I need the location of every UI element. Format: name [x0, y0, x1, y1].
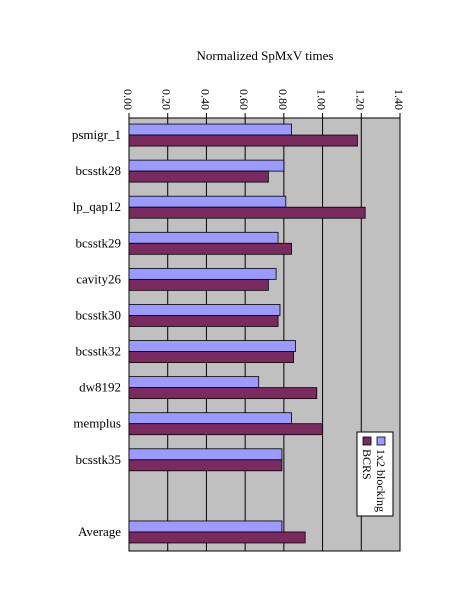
legend-label: BCRS	[360, 449, 374, 480]
x-tick-label: 1.00	[315, 89, 329, 110]
x-tick-label: 0.60	[237, 89, 251, 110]
bar-blocking	[128, 123, 293, 136]
x-tick-label: 0.20	[160, 89, 174, 110]
bar-bcrs	[128, 459, 283, 472]
x-tick-labels: 0.00 0.20 0.40 0.60 0.80 1.00 1.20 1.40	[121, 89, 406, 110]
bar-bcrs	[128, 242, 293, 255]
category-label: lp_qap12	[73, 199, 121, 214]
x-tick-label: 1.20	[353, 89, 367, 110]
legend-swatch	[362, 436, 372, 446]
bar-blocking	[128, 412, 293, 425]
gridlines	[128, 113, 401, 551]
legend-label: 1x2 blocking	[374, 449, 388, 512]
bar-bcrs	[128, 206, 366, 219]
bar-bcrs	[128, 134, 358, 147]
x-tick-label: 0.40	[198, 89, 212, 110]
bar-blocking	[128, 267, 277, 280]
x-tick-label: 0.00	[121, 89, 135, 110]
x-tick-label: 1.40	[392, 89, 406, 110]
bar-blocking	[128, 304, 281, 316]
category-label: bcsstk35	[76, 452, 122, 467]
chart-title: Normalized SpMxV times	[197, 48, 334, 63]
bar-blocking	[128, 159, 285, 172]
bar-blocking	[128, 376, 260, 389]
bar-blocking	[128, 195, 287, 208]
category-label: Average	[78, 524, 121, 539]
category-label: dw8192	[79, 380, 121, 395]
category-label: memplus	[73, 416, 121, 431]
category-label: psmigr_1	[72, 127, 121, 142]
bar-bcrs	[128, 387, 318, 400]
category-label: bcsstk28	[76, 163, 122, 178]
category-label: bcsstk30	[76, 307, 122, 322]
x-tick-label: 0.80	[276, 89, 290, 110]
bars	[128, 123, 366, 544]
bar-blocking	[128, 448, 283, 461]
plot-area	[128, 117, 401, 552]
category-label: bcsstk29	[76, 235, 122, 250]
bar-blocking	[128, 231, 279, 244]
bar-bcrs	[128, 315, 279, 327]
category-label: cavity26	[76, 271, 121, 286]
legend-box	[356, 431, 394, 517]
bar-bcrs	[128, 423, 323, 436]
bar-bcrs	[128, 170, 269, 183]
bar-blocking	[128, 520, 283, 533]
bar-bcrs	[128, 531, 306, 544]
category-label: bcsstk32	[76, 344, 122, 359]
bar-bcrs	[128, 351, 294, 363]
bar-bcrs	[128, 278, 269, 291]
legend-swatch	[376, 436, 386, 446]
category-labels: psmigr_1 bcsstk28 lp_qap12 bcsstk29 cavity26…	[72, 127, 122, 539]
bar-blocking	[128, 340, 296, 352]
